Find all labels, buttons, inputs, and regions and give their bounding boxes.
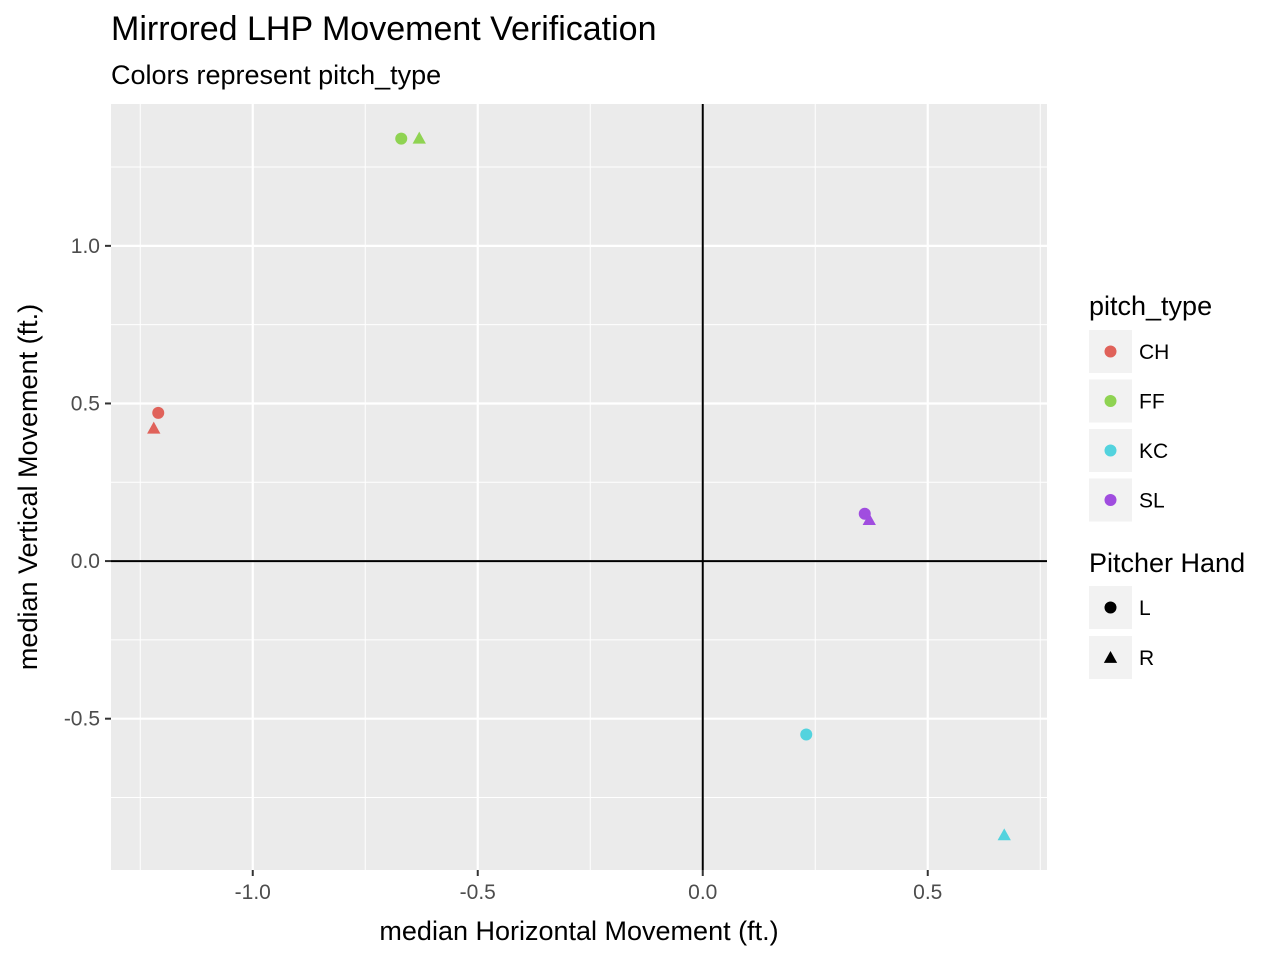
legend-label-hand-l: L [1139,597,1151,620]
point-ff-l [395,132,408,145]
legend-label-hand-r: R [1139,647,1154,670]
x-axis-label: median Horizontal Movement (ft.) [379,916,778,946]
plot-panel [111,104,1047,870]
legend-key-hand-r [1103,651,1118,663]
y-tick-label: 0.5 [71,392,100,415]
x-tick-label: 0.5 [913,881,942,904]
legend-label-ff: FF [1139,391,1165,414]
legend-pitcher-hand: Pitcher Hand L R [1089,548,1245,679]
point-ch-l [152,406,165,419]
grid-minor [111,104,1047,870]
chart-subtitle: Colors represent pitch_type [111,60,441,90]
legend-pitch-type: pitch_type CH FF KC SL [1089,291,1212,522]
point-kc-l [800,728,813,741]
legend-key-ff [1104,395,1117,407]
point-ch-r [147,421,161,434]
point-ff-r [412,131,426,144]
reference-lines [111,104,1047,870]
point-sl-r [862,513,876,525]
x-axis: -1.0 -0.5 0.0 0.5 [235,870,942,904]
legend-key-hand-l [1104,601,1117,614]
data-points [147,131,1011,841]
y-axis-label: median Vertical Movement (ft.) [13,304,43,670]
y-tick-label: 1.0 [71,235,100,258]
legend-pitcher-hand-title: Pitcher Hand [1089,548,1245,578]
legend-label-ch: CH [1139,341,1169,364]
legend-pitch-type-title: pitch_type [1089,291,1212,321]
point-kc-r [997,828,1011,841]
legend-key-sl [1104,494,1117,506]
x-tick-label: -1.0 [235,881,271,904]
x-tick-label: 0.0 [688,881,717,904]
legend-label-kc: KC [1139,440,1168,463]
x-tick-label: -0.5 [460,881,496,904]
legend-key-ch [1104,345,1117,358]
chart-title: Mirrored LHP Movement Verification [111,10,656,48]
y-tick-label: 0.0 [71,550,100,573]
y-axis: -0.5 0.0 0.5 1.0 [64,235,111,731]
legend-label-sl: SL [1139,490,1165,513]
y-tick-label: -0.5 [64,708,100,731]
legend-key-kc [1104,444,1117,457]
